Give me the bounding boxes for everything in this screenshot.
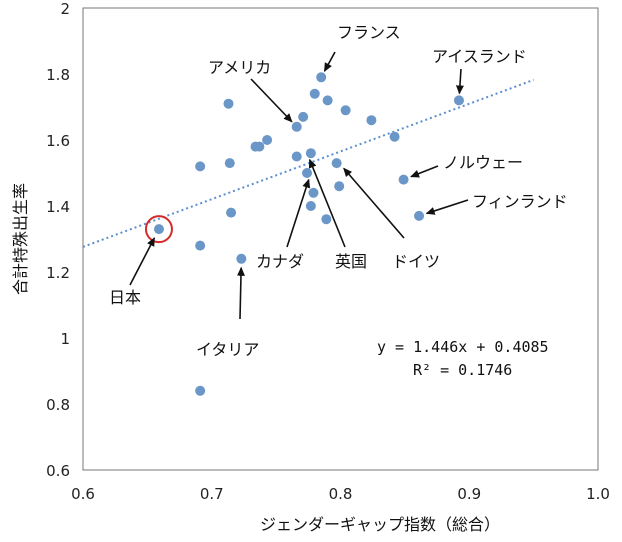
y-axis-label: 合計特殊出生率 — [11, 183, 30, 295]
x-tick-label: 0.7 — [200, 485, 224, 503]
annotation-label: アメリカ — [208, 58, 271, 77]
data-point — [226, 207, 237, 218]
data-point — [262, 135, 273, 145]
annotation-arrow — [308, 158, 346, 248]
annotation-arrow — [286, 178, 311, 248]
data-point — [453, 95, 464, 106]
annotation-arrow — [129, 237, 156, 286]
highlight-ring — [144, 215, 173, 244]
y-tick-label: 2 — [60, 0, 70, 18]
x-tick-label: 0.8 — [329, 485, 353, 503]
data-point — [308, 187, 319, 198]
data-point — [321, 214, 332, 225]
annotation-label: イタリア — [196, 340, 259, 359]
y-tick-label: 1.2 — [46, 264, 70, 282]
x-axis-label: ジェンダーギャップ指数（総合） — [260, 515, 500, 534]
annotation-arrow — [425, 199, 469, 215]
data-point — [224, 158, 235, 169]
data-point — [334, 181, 345, 192]
annotation-label: フィンランド — [472, 192, 568, 211]
annotation-arrow — [236, 266, 245, 320]
data-point — [309, 88, 320, 99]
annotation-label: ノルウェー — [443, 153, 523, 172]
annotation-label: 英国 — [335, 252, 367, 271]
data-point — [331, 158, 342, 169]
x-tick-label: 0.9 — [457, 485, 481, 503]
trendline — [82, 78, 534, 248]
plot-frame — [82, 7, 599, 471]
annotation-arrow — [250, 78, 293, 123]
data-point — [153, 224, 164, 235]
data-point — [302, 168, 313, 178]
data-point — [236, 253, 247, 264]
r-squared: R² = 0.1746 — [413, 361, 512, 379]
x-tick-label: 0.6 — [71, 485, 95, 503]
data-point — [316, 72, 327, 83]
data-point — [398, 174, 409, 185]
data-point — [254, 141, 265, 152]
data-point — [322, 95, 333, 106]
annotation-label: カナダ — [256, 252, 304, 271]
data-point — [195, 240, 206, 251]
annotation-arrow — [410, 165, 439, 178]
y-tick-label: 0.8 — [46, 396, 70, 414]
data-point — [414, 210, 425, 221]
annotation-arrow — [455, 68, 464, 95]
data-point — [298, 111, 309, 122]
data-point — [305, 201, 316, 211]
annotation-arrow — [323, 51, 336, 73]
data-point — [305, 148, 316, 159]
data-point — [195, 385, 206, 396]
annotation-label: ドイツ — [392, 252, 440, 271]
trendline-equation: y = 1.446x + 0.4085 — [377, 338, 549, 356]
data-point — [291, 121, 302, 132]
data-point — [291, 151, 302, 162]
y-tick-label: 1.6 — [46, 132, 70, 150]
x-tick-label: 1.0 — [586, 485, 610, 503]
annotation-label: アイスランド — [432, 47, 527, 66]
annotation-arrow — [343, 167, 405, 239]
annotation-label: 日本 — [109, 288, 141, 307]
y-tick-label: 1.8 — [46, 66, 70, 84]
data-point — [195, 161, 206, 172]
data-point — [389, 131, 400, 142]
data-point — [340, 105, 351, 116]
data-point — [366, 115, 377, 126]
y-tick-label: 0.6 — [46, 462, 70, 480]
y-tick-label: 1 — [60, 330, 70, 348]
y-tick-label: 1.4 — [46, 198, 70, 216]
annotation-label: フランス — [337, 23, 401, 42]
data-point — [223, 98, 234, 109]
